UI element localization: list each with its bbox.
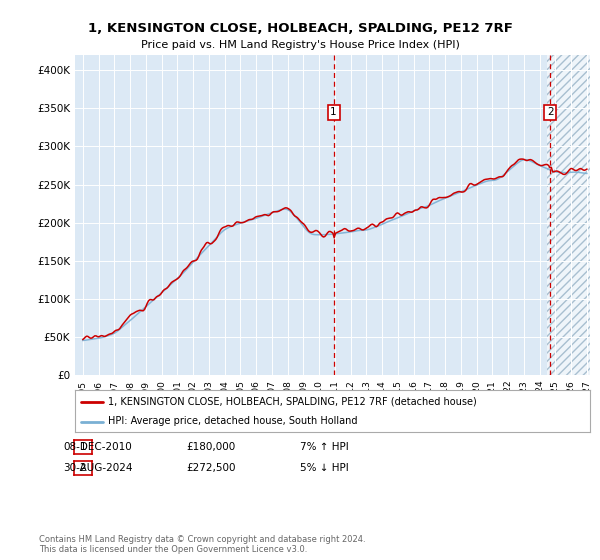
Text: Price paid vs. HM Land Registry's House Price Index (HPI): Price paid vs. HM Land Registry's House … [140, 40, 460, 50]
Text: 1, KENSINGTON CLOSE, HOLBEACH, SPALDING, PE12 7RF (detached house): 1, KENSINGTON CLOSE, HOLBEACH, SPALDING,… [109, 396, 477, 407]
Text: HPI: Average price, detached house, South Holland: HPI: Average price, detached house, Sout… [109, 417, 358, 427]
Text: 2: 2 [80, 463, 86, 473]
Text: £180,000: £180,000 [186, 442, 235, 452]
Text: £272,500: £272,500 [186, 463, 235, 473]
Bar [547, 55, 598, 375]
Bar [547, 55, 598, 375]
Text: 08-DEC-2010: 08-DEC-2010 [63, 442, 132, 452]
Text: 30-AUG-2024: 30-AUG-2024 [63, 463, 133, 473]
Text: 1: 1 [80, 442, 86, 452]
Text: Contains HM Land Registry data © Crown copyright and database right 2024.
This d: Contains HM Land Registry data © Crown c… [39, 535, 365, 554]
Text: 2: 2 [547, 107, 553, 117]
Text: 5% ↓ HPI: 5% ↓ HPI [300, 463, 349, 473]
Text: 1, KENSINGTON CLOSE, HOLBEACH, SPALDING, PE12 7RF: 1, KENSINGTON CLOSE, HOLBEACH, SPALDING,… [88, 21, 512, 35]
Text: 7% ↑ HPI: 7% ↑ HPI [300, 442, 349, 452]
Text: 1: 1 [330, 107, 337, 117]
